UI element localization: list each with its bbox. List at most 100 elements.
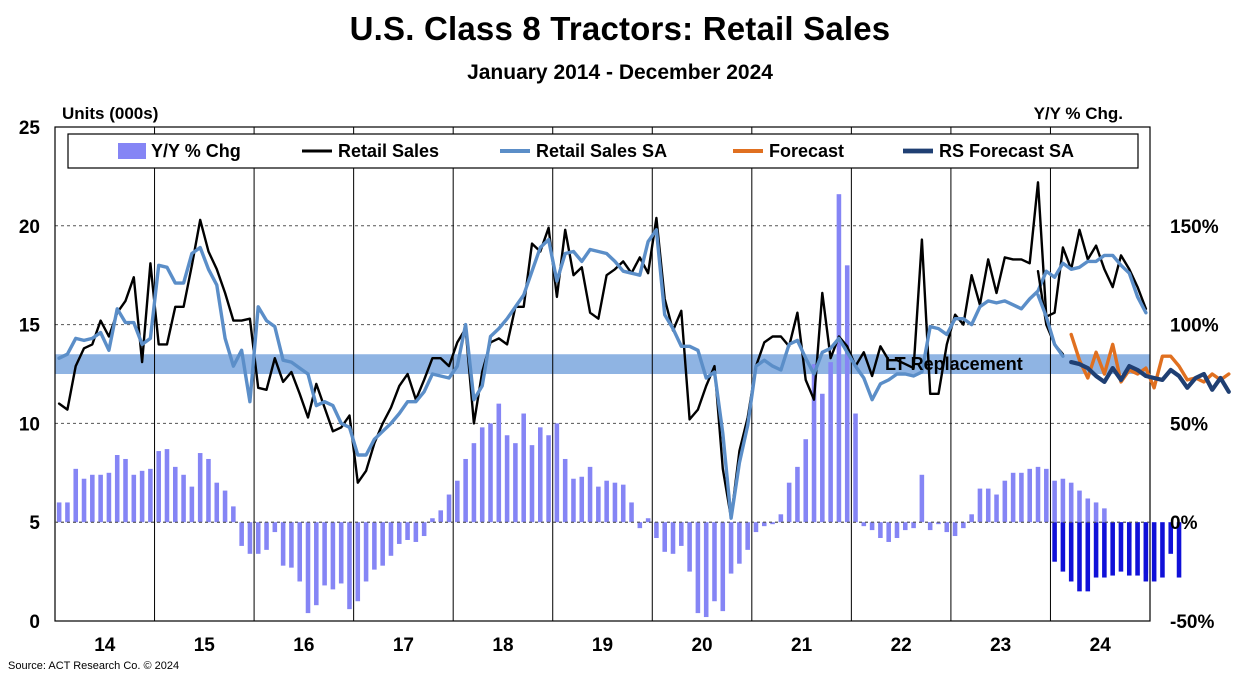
yoy-bar (587, 466, 593, 523)
yoy-bar (189, 486, 195, 523)
left-axis-label: Units (000s) (62, 104, 159, 123)
legend-swatch (118, 143, 146, 159)
yoy-bar (264, 522, 269, 550)
yoy-bar (720, 522, 726, 612)
yoy-bar (571, 478, 576, 523)
yoy-bar (388, 522, 394, 556)
yoy-bar (65, 502, 70, 523)
yoy-bar (222, 490, 228, 523)
yoy-bar (173, 466, 178, 523)
x-tick-label: 19 (592, 635, 613, 656)
chart-title: U.S. Class 8 Tractors: Retail Sales (349, 10, 891, 47)
yoy-bar (844, 265, 850, 523)
y-tick-left: 5 (29, 513, 40, 534)
yoy-forecast-bar (1110, 522, 1115, 576)
y-tick-left: 0 (29, 612, 40, 633)
yoy-bar (828, 362, 833, 523)
yoy-bar (878, 522, 883, 539)
lt-replacement-label: LT Replacement (885, 354, 1023, 374)
yoy-bar (944, 522, 950, 533)
yoy-bar (322, 522, 327, 586)
yoy-bar (504, 435, 510, 523)
yoy-bar (985, 488, 991, 523)
yoy-bar (919, 474, 925, 523)
line-retail-sales (57, 181, 1148, 520)
y-tick-left: 15 (19, 316, 41, 337)
yoy-forecast-bar (1068, 522, 1074, 582)
y-tick-left: 20 (19, 217, 40, 238)
yoy-forecast-bar (1060, 522, 1066, 572)
yoy-bar (952, 522, 958, 537)
x-tick-label: 17 (393, 635, 414, 656)
yoy-bar (927, 522, 933, 531)
legend-label: Retail Sales SA (536, 141, 667, 161)
yoy-bar (297, 522, 302, 582)
x-tick-label: 21 (791, 635, 813, 656)
legend-label: Retail Sales (338, 141, 439, 161)
yoy-bar (538, 427, 543, 523)
yoy-bar (380, 522, 385, 566)
yoy-bar (795, 466, 800, 523)
chart-subtitle: January 2014 - December 2024 (467, 61, 773, 84)
line-rs-forecast-sa (1069, 360, 1231, 394)
yoy-bar (820, 393, 825, 523)
yoy-bar (197, 453, 203, 523)
yoy-bar (355, 522, 361, 602)
yoy-bar (1010, 472, 1016, 523)
yoy-bar (114, 455, 120, 523)
legend-label: Forecast (769, 141, 844, 161)
yoy-bar (231, 506, 236, 523)
yoy-bar (1019, 472, 1024, 523)
line-retail-sales-sa (57, 228, 1148, 520)
yoy-bar (620, 484, 626, 523)
yoy-bar (123, 458, 128, 523)
yoy-bar (596, 486, 601, 523)
y-tick-right: 50% (1170, 414, 1208, 435)
yoy-bar (1085, 498, 1091, 523)
yoy-bar (670, 522, 676, 554)
yoy-bar (687, 522, 692, 572)
yoy-bar (579, 476, 585, 523)
line-retail-sales-sa-tail (1036, 293, 1065, 358)
yoy-bar (1052, 480, 1057, 523)
yoy-bar (562, 458, 568, 523)
yoy-bar (728, 522, 734, 574)
yoy-bar (645, 518, 651, 523)
yoy-bar (1102, 508, 1107, 523)
yoy-bar (247, 522, 253, 554)
yoy-bar (629, 502, 634, 523)
yoy-bar (1002, 480, 1008, 523)
yoy-bar (98, 474, 103, 523)
yoy-bar (239, 522, 244, 546)
yoy-forecast-bar (1102, 522, 1107, 578)
yoy-bar (372, 522, 377, 570)
yoy-bar (1060, 478, 1066, 523)
yoy-bar (529, 445, 535, 523)
yoy-bar (778, 514, 784, 523)
legend-label: RS Forecast SA (939, 141, 1074, 161)
yoy-bar (654, 522, 659, 539)
yoy-bar (761, 522, 767, 527)
y-tick-right: -50% (1170, 612, 1214, 633)
yoy-bar (90, 474, 95, 523)
yoy-bar (106, 472, 112, 523)
yoy-bar (811, 364, 817, 523)
legend-box (67, 133, 1139, 169)
yoy-bar (894, 522, 900, 539)
yoy-bar (1035, 466, 1041, 523)
yoy-bar (446, 494, 452, 523)
yoy-bar (56, 502, 62, 523)
yoy-bar (330, 522, 336, 590)
y-tick-left: 25 (19, 118, 41, 139)
x-tick-label: 14 (94, 635, 116, 656)
yoy-bar (289, 522, 294, 568)
yoy-bar (438, 510, 444, 523)
y-tick-left: 10 (19, 414, 40, 435)
yoy-forecast-bar (1077, 522, 1082, 592)
yoy-bar (994, 494, 999, 523)
yoy-bar (280, 522, 286, 566)
yoy-bar (604, 480, 609, 523)
yoy-bar (314, 522, 319, 606)
yoy-bar (911, 522, 916, 529)
yoy-bar (396, 522, 402, 544)
